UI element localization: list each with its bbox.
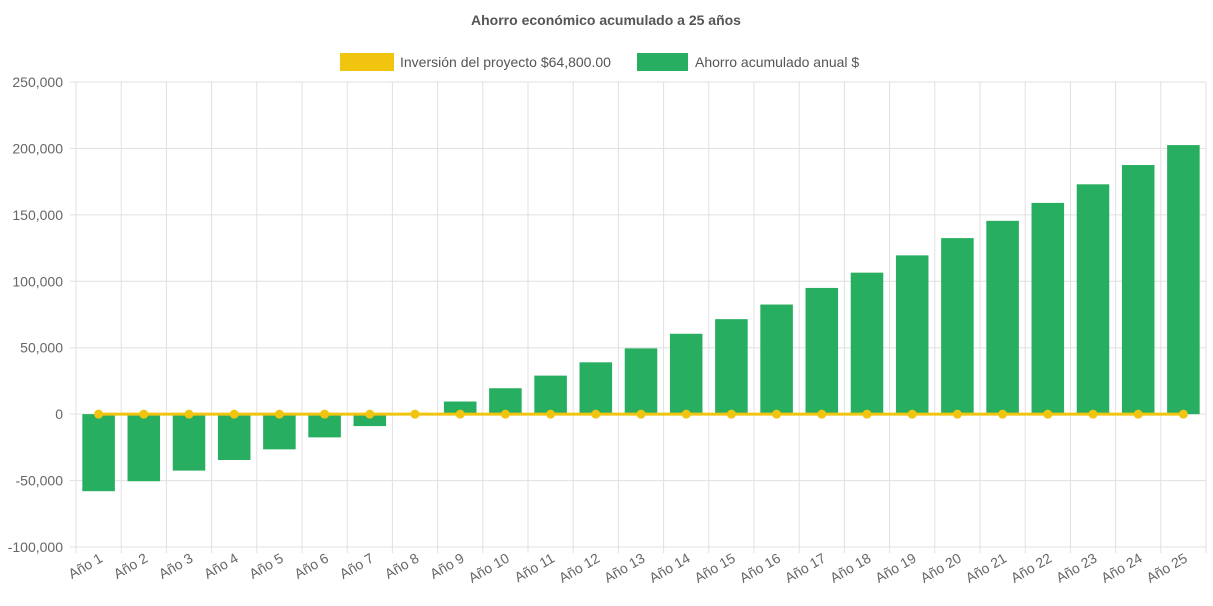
y-tick-label: 200,000 xyxy=(12,140,63,156)
investment-point[interactable] xyxy=(591,409,601,419)
x-tick-label: Año 17 xyxy=(782,550,829,586)
legend-label-savings[interactable]: Ahorro acumulado anual $ xyxy=(695,54,859,70)
investment-point[interactable] xyxy=(1133,409,1143,419)
savings-bar[interactable] xyxy=(760,304,793,415)
legend-swatch-investment[interactable] xyxy=(340,53,394,71)
legend-swatch-savings[interactable] xyxy=(637,53,688,71)
x-tick-label: Año 12 xyxy=(556,550,603,586)
savings-bar[interactable] xyxy=(1031,202,1065,415)
savings-bar[interactable] xyxy=(1076,184,1110,415)
savings-bar[interactable] xyxy=(895,255,929,415)
legend-label-investment[interactable]: Inversión del proyecto $64,800.00 xyxy=(400,54,611,70)
savings-bar[interactable] xyxy=(850,272,884,415)
savings-bar[interactable] xyxy=(353,414,387,427)
x-tick-label: Año 1 xyxy=(65,550,105,582)
investment-point[interactable] xyxy=(274,409,284,419)
legend: Inversión del proyecto $64,800.00 Ahorro… xyxy=(340,53,859,71)
y-axis-ticks: 250,000 200,000 150,000 100,000 50,000 0 -50,0… xyxy=(8,74,63,555)
x-tick-label: Año 6 xyxy=(291,550,331,582)
savings-bar[interactable] xyxy=(715,319,748,415)
savings-bar[interactable] xyxy=(172,414,206,471)
y-tick-label: -100,000 xyxy=(8,539,63,555)
x-tick-label: Año 9 xyxy=(427,550,467,582)
x-tick-label: Año 10 xyxy=(465,550,512,586)
investment-point[interactable] xyxy=(681,409,691,419)
y-tick-label: 0 xyxy=(55,406,63,422)
investment-point[interactable] xyxy=(636,409,646,419)
line-series xyxy=(94,409,1188,419)
investment-point[interactable] xyxy=(184,409,194,419)
investment-point[interactable] xyxy=(772,409,782,419)
savings-bar[interactable] xyxy=(127,414,161,482)
x-tick-label: Año 2 xyxy=(111,550,151,582)
investment-point[interactable] xyxy=(455,409,465,419)
investment-point[interactable] xyxy=(1088,409,1098,419)
x-tick-label: Año 22 xyxy=(1008,550,1055,586)
savings-bar[interactable] xyxy=(534,375,567,415)
x-tick-label: Año 13 xyxy=(601,550,648,586)
savings-bar[interactable] xyxy=(1167,145,1200,415)
investment-point[interactable] xyxy=(500,409,510,419)
x-tick-label: Año 14 xyxy=(646,550,693,586)
y-tick-label: 50,000 xyxy=(20,340,63,356)
x-tick-label: Año 15 xyxy=(691,550,738,586)
investment-point[interactable] xyxy=(907,409,917,419)
x-tick-label: Año 21 xyxy=(963,550,1010,586)
savings-bar[interactable] xyxy=(624,348,658,415)
x-tick-label: Año 8 xyxy=(382,550,422,582)
x-tick-label: Año 7 xyxy=(337,550,377,582)
savings-bar[interactable] xyxy=(443,401,477,415)
bar-series xyxy=(82,145,1200,492)
y-tick-label: -50,000 xyxy=(16,473,64,489)
x-tick-label: Año 3 xyxy=(156,550,196,582)
y-tick-label: 100,000 xyxy=(12,273,63,289)
savings-bar[interactable] xyxy=(82,414,115,492)
x-tick-label: Año 25 xyxy=(1143,550,1190,586)
investment-point[interactable] xyxy=(817,409,827,419)
savings-bar[interactable] xyxy=(1121,165,1155,415)
investment-point[interactable] xyxy=(410,409,420,419)
x-tick-label: Año 11 xyxy=(512,550,558,586)
x-tick-label: Año 19 xyxy=(872,550,919,586)
y-tick-label: 250,000 xyxy=(12,74,63,90)
savings-bar[interactable] xyxy=(986,220,1019,415)
investment-point[interactable] xyxy=(139,409,149,419)
chart-title: Ahorro económico acumulado a 25 años xyxy=(471,12,741,28)
savings-bar[interactable] xyxy=(217,414,251,460)
investment-point[interactable] xyxy=(94,409,104,419)
x-axis-ticks: Año 1 Año 2 Año 3 Año 4 Año 5 Año 6 Año 7 Año 8… xyxy=(65,550,1190,586)
investment-point[interactable] xyxy=(952,409,962,419)
x-tick-label: Año 23 xyxy=(1053,550,1100,586)
x-tick-label: Año 5 xyxy=(246,550,286,582)
savings-bar[interactable] xyxy=(308,414,341,438)
investment-point[interactable] xyxy=(365,409,375,419)
x-tick-label: Año 20 xyxy=(917,550,964,586)
x-tick-label: Año 16 xyxy=(737,550,784,586)
savings-bar[interactable] xyxy=(941,238,974,415)
savings-bar[interactable] xyxy=(263,414,296,450)
x-tick-label: Año 18 xyxy=(827,550,874,586)
y-tick-label: 150,000 xyxy=(12,207,63,223)
savings-bar[interactable] xyxy=(579,362,613,415)
investment-point[interactable] xyxy=(862,409,872,419)
savings-bar[interactable] xyxy=(669,333,703,415)
savings-bar[interactable] xyxy=(805,287,839,415)
investment-point[interactable] xyxy=(998,409,1008,419)
investment-point[interactable] xyxy=(1043,409,1053,419)
investment-point[interactable] xyxy=(1178,409,1188,419)
investment-point[interactable] xyxy=(320,409,330,419)
investment-point[interactable] xyxy=(726,409,736,419)
investment-point[interactable] xyxy=(546,409,556,419)
x-tick-label: Año 4 xyxy=(201,550,241,582)
x-tick-label: Año 24 xyxy=(1098,550,1145,586)
investment-point[interactable] xyxy=(229,409,239,419)
